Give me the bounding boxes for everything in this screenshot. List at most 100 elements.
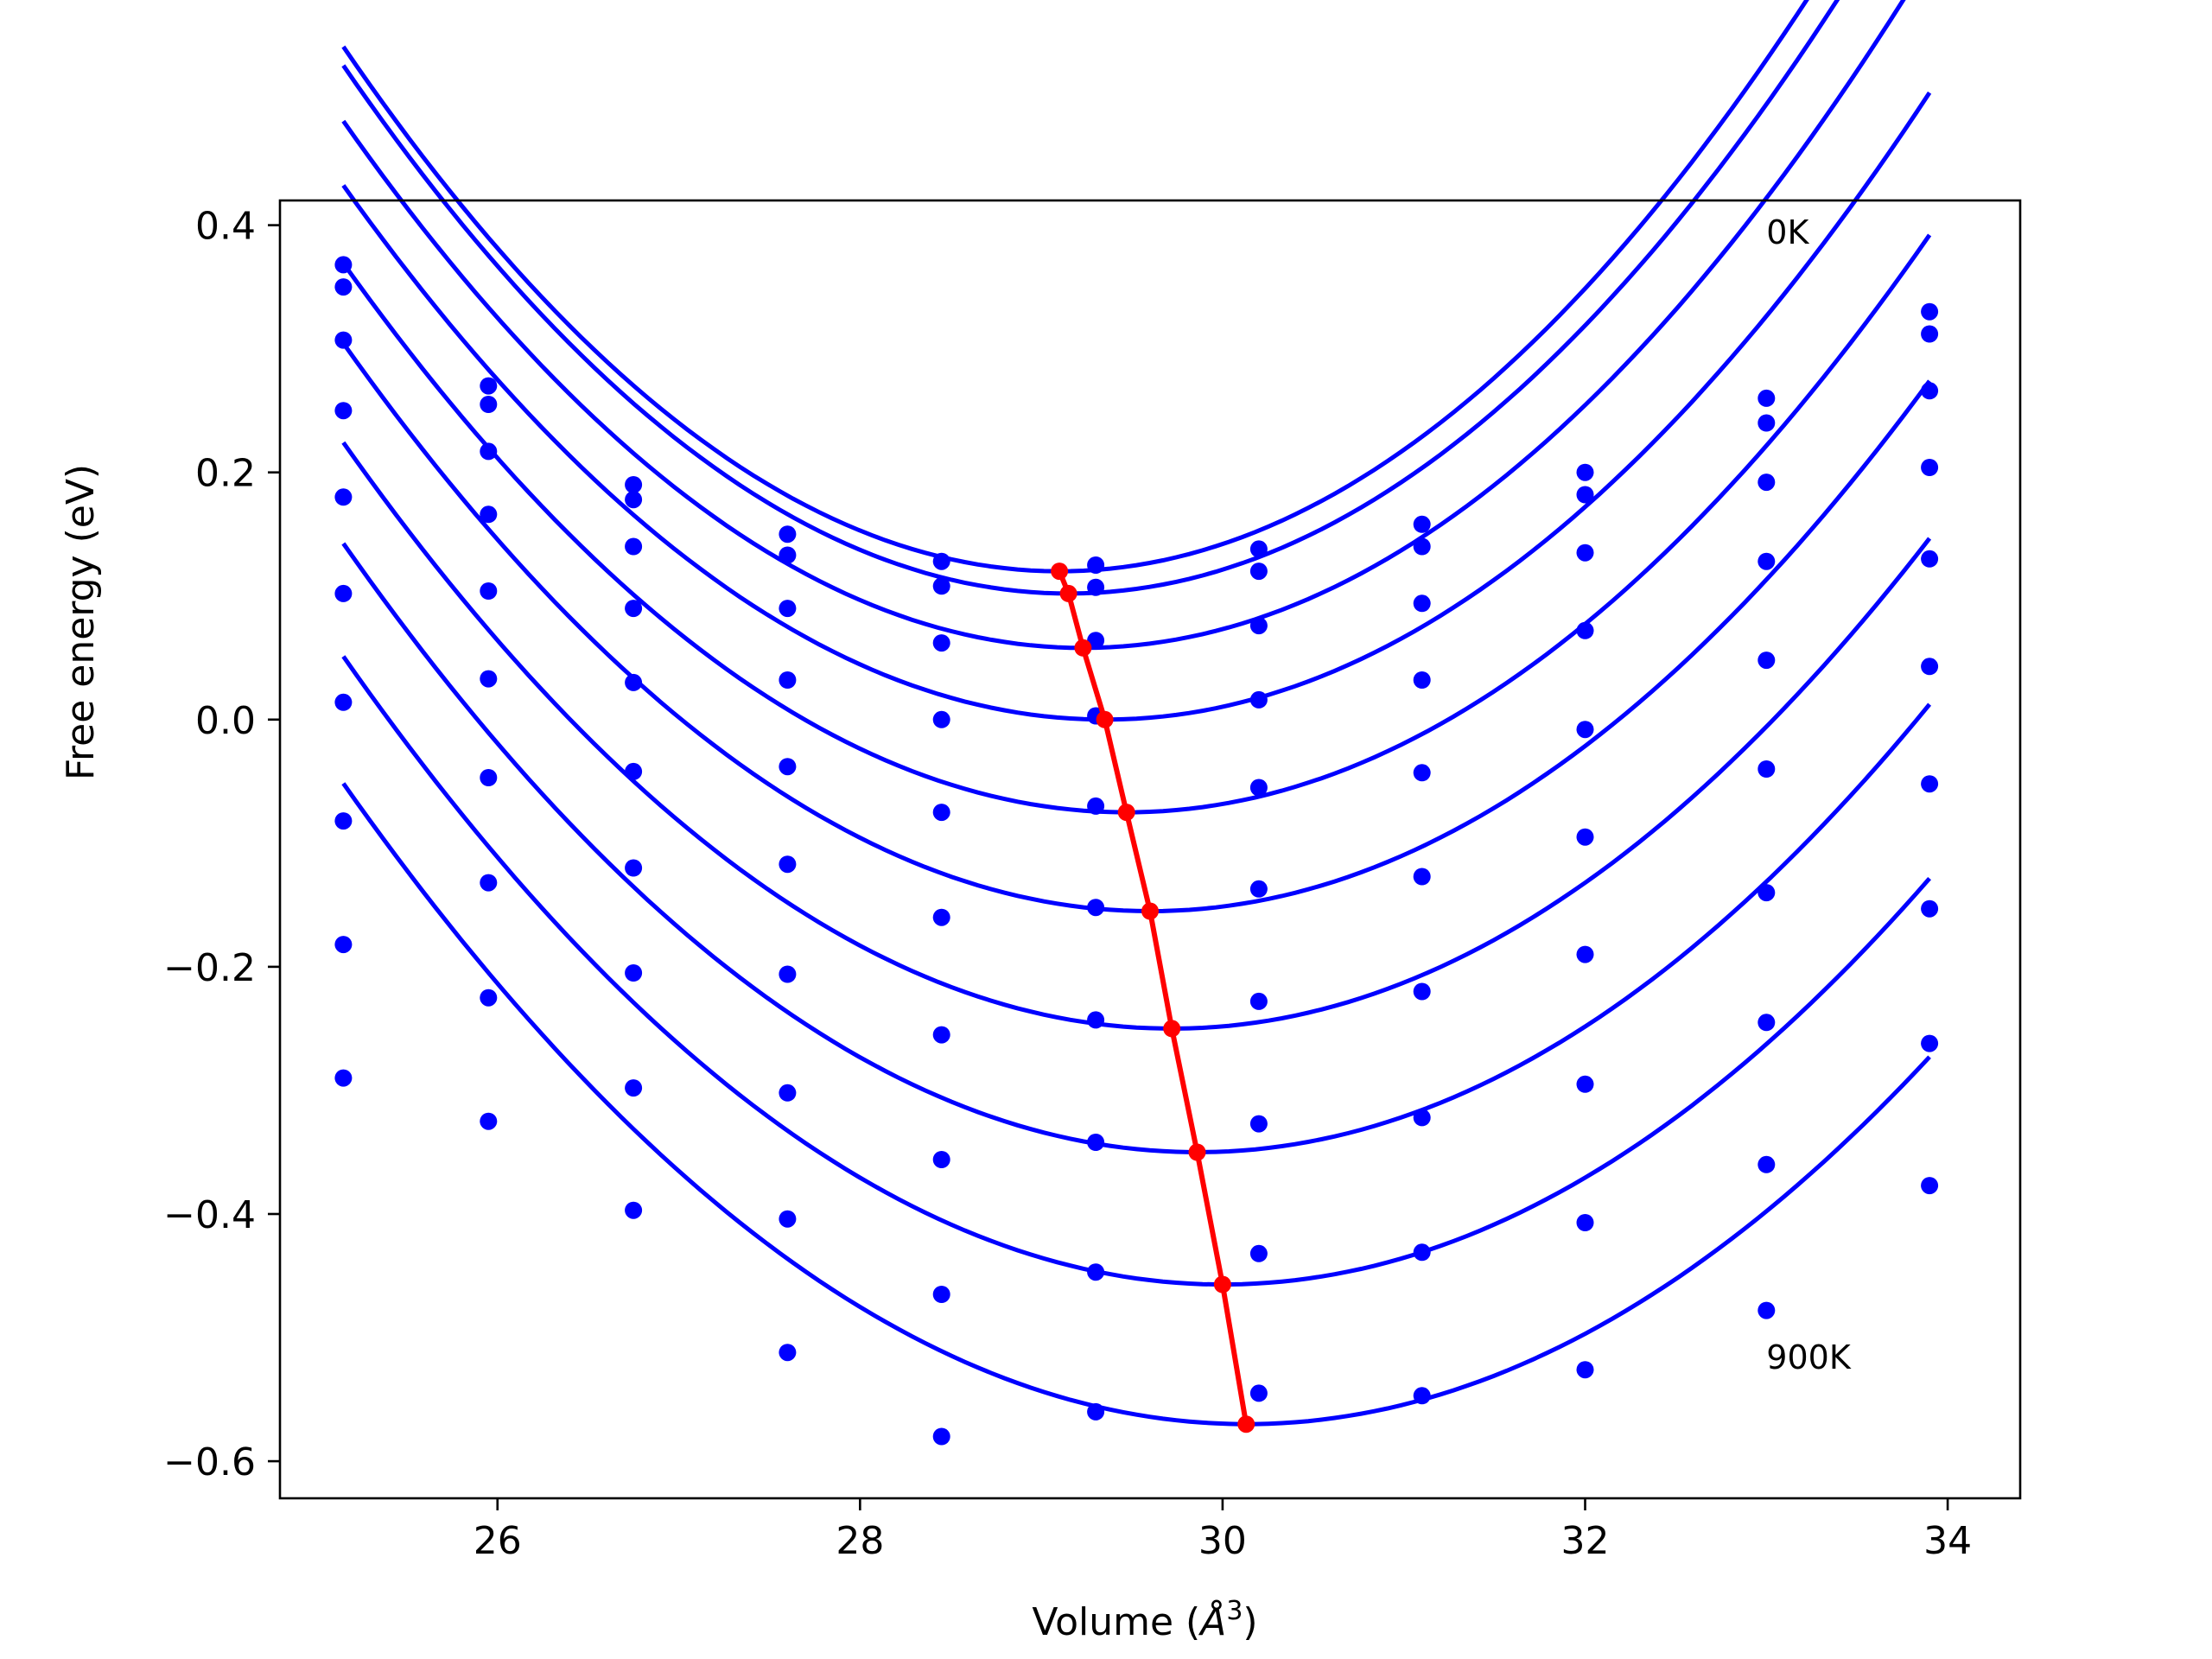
data-point — [932, 908, 950, 926]
data-point — [480, 505, 498, 524]
data-point — [1921, 325, 1939, 343]
data-point — [779, 1084, 797, 1102]
data-point — [625, 1201, 643, 1219]
data-point — [1758, 1155, 1776, 1173]
data-point — [1758, 474, 1776, 492]
data-point — [1921, 302, 1939, 321]
data-point — [779, 600, 797, 618]
x-tick-label: 32 — [1561, 1519, 1610, 1563]
data-point — [1576, 486, 1594, 504]
data-point — [1921, 1177, 1939, 1195]
data-point — [480, 874, 498, 892]
data-point — [480, 377, 498, 395]
data-point — [1576, 463, 1594, 481]
data-point — [1413, 537, 1431, 556]
data-point — [1249, 617, 1268, 635]
data-point — [334, 812, 353, 830]
data-point — [625, 491, 643, 509]
minimum-point — [1117, 804, 1135, 822]
data-point — [1087, 1134, 1105, 1151]
fit-curve-4 — [341, 233, 1932, 815]
x-tick-label: 34 — [1923, 1519, 1972, 1563]
x-axis-label-unit: Å — [1198, 1599, 1226, 1644]
x-tick-label: 28 — [836, 1519, 884, 1563]
data-point — [334, 402, 353, 420]
x-tick-label: 26 — [474, 1519, 522, 1563]
data-point — [1413, 594, 1431, 613]
data-point — [932, 804, 950, 822]
data-point — [334, 936, 353, 954]
data-point — [1413, 868, 1431, 886]
data-point — [932, 577, 950, 595]
y-tick-label: 0.0 — [195, 699, 256, 743]
data-point — [1087, 556, 1105, 574]
minimum-line — [1051, 563, 1255, 1433]
y-tick-label: 0.2 — [195, 452, 256, 496]
fit-curve-7 — [341, 542, 1932, 1154]
y-tick-label: −0.6 — [163, 1440, 256, 1484]
data-point — [1758, 652, 1776, 670]
minimum-point — [1237, 1415, 1255, 1433]
data-points — [334, 256, 1939, 1446]
data-point — [779, 671, 797, 689]
data-point — [1758, 760, 1776, 778]
data-point — [480, 396, 498, 413]
fit-curve-9 — [341, 782, 1931, 1427]
data-point — [1921, 1034, 1939, 1052]
data-point — [480, 769, 498, 786]
data-point — [1921, 775, 1939, 793]
data-point — [1758, 389, 1776, 407]
minimum-point — [1213, 1275, 1231, 1294]
data-point — [334, 278, 353, 296]
data-point — [1758, 1301, 1776, 1319]
annotation-0k: 0K — [1766, 213, 1809, 251]
data-point — [1576, 1361, 1594, 1379]
data-point — [625, 964, 643, 982]
y-tick-label: −0.2 — [163, 946, 256, 990]
data-point — [1576, 1075, 1594, 1093]
minimum-point — [1141, 902, 1159, 920]
data-point — [334, 331, 353, 349]
x-axis-label: Volume (Å3) — [1032, 1596, 1257, 1644]
data-point — [1087, 899, 1105, 917]
data-point — [779, 1344, 797, 1362]
data-point — [932, 710, 950, 728]
data-point — [779, 1210, 797, 1228]
data-point — [1921, 899, 1939, 918]
data-point — [1413, 764, 1431, 782]
data-point — [1087, 1402, 1105, 1421]
data-point — [625, 673, 643, 691]
data-point — [779, 758, 797, 776]
data-point — [1087, 1263, 1105, 1281]
x-tick-label: 30 — [1198, 1519, 1247, 1563]
data-point — [625, 600, 643, 618]
plot-frame — [278, 199, 2022, 1500]
y-tick-label: 0.4 — [195, 205, 256, 249]
data-point — [480, 582, 498, 600]
data-point — [1249, 690, 1268, 709]
data-point — [1758, 884, 1776, 902]
data-point — [334, 1069, 353, 1087]
minimum-point — [1074, 639, 1092, 657]
fit-curve-3 — [341, 91, 1932, 722]
x-axis-label-exponent: 3 — [1226, 1596, 1243, 1626]
data-point — [1921, 382, 1939, 400]
data-point — [779, 525, 797, 543]
data-point — [779, 965, 797, 983]
data-point — [779, 546, 797, 564]
data-point — [1087, 1011, 1105, 1029]
data-point — [1413, 515, 1431, 533]
minimum-point — [1163, 1020, 1181, 1038]
data-point — [1413, 1109, 1431, 1127]
minimum-trend-line — [1057, 569, 1249, 1425]
data-point — [1087, 797, 1105, 815]
data-point — [625, 859, 643, 877]
data-point — [1758, 1014, 1776, 1032]
data-point — [625, 476, 643, 493]
fit-curve-5 — [341, 341, 1932, 914]
fit-curves — [341, 0, 1932, 1427]
data-point — [932, 1026, 950, 1044]
data-point — [932, 1286, 950, 1303]
data-point — [480, 988, 498, 1007]
